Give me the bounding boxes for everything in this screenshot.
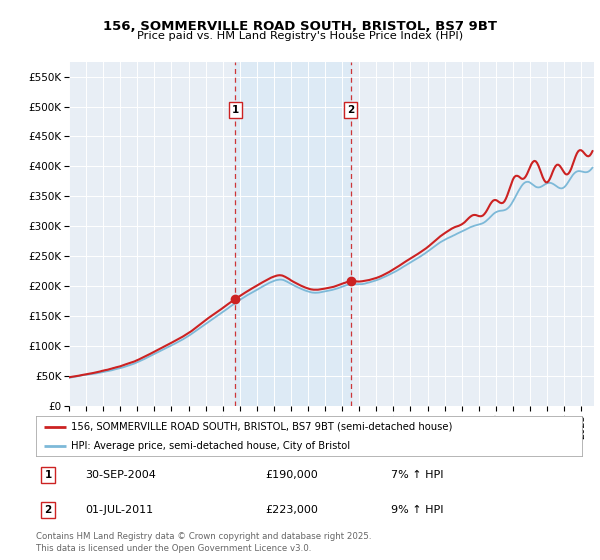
Text: 1: 1 — [44, 470, 52, 479]
Text: 156, SOMMERVILLE ROAD SOUTH, BRISTOL, BS7 9BT: 156, SOMMERVILLE ROAD SOUTH, BRISTOL, BS… — [103, 20, 497, 32]
Text: Contains HM Land Registry data © Crown copyright and database right 2025.
This d: Contains HM Land Registry data © Crown c… — [36, 532, 371, 553]
Text: 01-JUL-2011: 01-JUL-2011 — [85, 505, 153, 515]
Text: Price paid vs. HM Land Registry's House Price Index (HPI): Price paid vs. HM Land Registry's House … — [137, 31, 463, 41]
Text: 30-SEP-2004: 30-SEP-2004 — [85, 470, 156, 479]
Text: 7% ↑ HPI: 7% ↑ HPI — [391, 470, 443, 479]
Text: 1: 1 — [232, 105, 239, 115]
Text: 2: 2 — [347, 105, 355, 115]
Text: HPI: Average price, semi-detached house, City of Bristol: HPI: Average price, semi-detached house,… — [71, 441, 350, 450]
Text: 2: 2 — [44, 505, 52, 515]
Text: £190,000: £190,000 — [265, 470, 318, 479]
Bar — [235, 62, 351, 406]
Text: 156, SOMMERVILLE ROAD SOUTH, BRISTOL, BS7 9BT (semi-detached house): 156, SOMMERVILLE ROAD SOUTH, BRISTOL, BS… — [71, 422, 453, 432]
Text: £223,000: £223,000 — [265, 505, 318, 515]
Text: 9% ↑ HPI: 9% ↑ HPI — [391, 505, 443, 515]
